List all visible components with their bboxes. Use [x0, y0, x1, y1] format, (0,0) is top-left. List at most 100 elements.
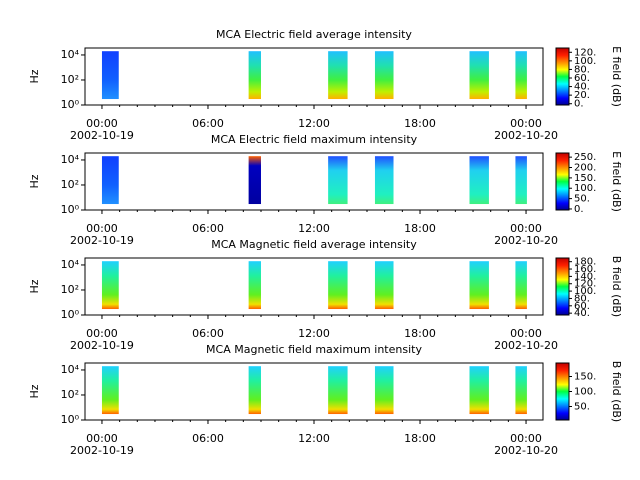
colorbar-tick-label: 100. [574, 286, 596, 297]
data-block [469, 261, 489, 310]
data-block [248, 156, 261, 205]
colorbar-tick-label: 100. [574, 183, 596, 194]
y-axis-label: Hz [28, 384, 41, 398]
colorbar-tick-label: 140. [574, 271, 596, 282]
colorbar-tick-label: 50. [574, 402, 590, 413]
data-block [515, 51, 527, 100]
x-tick-label: 00:00 [510, 432, 542, 445]
colorbar-tick-label: 0. [574, 99, 584, 110]
colorbar [555, 257, 570, 316]
x-tick-label: 12:00 [298, 432, 330, 445]
data-block [515, 261, 527, 310]
y-tick-label: 10⁴ [61, 363, 80, 376]
data-block [515, 156, 527, 205]
colorbar-tick-label: 80. [574, 293, 590, 304]
y-tick-label: 10² [61, 178, 79, 191]
y-tick-label: 10⁰ [61, 308, 80, 321]
data-block [248, 51, 261, 100]
data-block [374, 51, 394, 100]
colorbar-tick-label: 120. [574, 279, 596, 290]
y-tick-label: 10² [61, 283, 79, 296]
y-tick-label: 10⁴ [61, 48, 80, 61]
colorbar-tick-label: 180. [574, 257, 596, 268]
colorbar [555, 362, 570, 421]
x-date-label: 2002-10-19 [70, 234, 134, 247]
x-date-label: 2002-10-20 [494, 444, 558, 457]
colorbar-tick-label: 60. [574, 73, 590, 84]
data-block [101, 366, 119, 415]
colorbar-tick-label: 200. [574, 163, 596, 174]
colorbar [555, 47, 570, 106]
colorbar-tick-label: 100. [574, 56, 596, 67]
x-tick-label: 00:00 [86, 117, 118, 130]
x-date-label: 2002-10-19 [70, 339, 134, 352]
x-tick-label: 00:00 [510, 117, 542, 130]
data-block [328, 156, 348, 205]
colorbar-tick-label: 120. [574, 47, 596, 58]
data-block [469, 156, 489, 205]
x-tick-label: 12:00 [298, 117, 330, 130]
y-tick-label: 10² [61, 73, 79, 86]
y-tick-label: 10⁴ [61, 153, 80, 166]
x-tick-label: 18:00 [404, 117, 436, 130]
x-tick-label: 18:00 [404, 327, 436, 340]
x-tick-label: 18:00 [404, 432, 436, 445]
colorbar-tick-label: 0. [574, 204, 584, 215]
x-tick-label: 06:00 [192, 327, 224, 340]
x-tick-label: 06:00 [192, 222, 224, 235]
x-tick-label: 06:00 [192, 432, 224, 445]
data-block [328, 366, 348, 415]
x-tick-label: 18:00 [404, 222, 436, 235]
data-block [248, 366, 261, 415]
colorbar-label: E field (dB) [610, 151, 623, 212]
data-block [515, 366, 527, 415]
x-tick-label: 12:00 [298, 327, 330, 340]
chart-title: MCA Magnetic field average intensity [211, 238, 417, 251]
data-block [469, 366, 489, 415]
x-tick-label: 00:00 [86, 327, 118, 340]
x-tick-label: 00:00 [510, 327, 542, 340]
data-block [101, 156, 119, 205]
data-block [101, 261, 119, 310]
data-block [248, 261, 261, 310]
data-block [374, 366, 394, 415]
x-date-label: 2002-10-19 [70, 444, 134, 457]
y-tick-label: 10⁴ [61, 258, 80, 271]
chart-title: MCA Magnetic field maximum intensity [206, 343, 422, 356]
colorbar [555, 152, 570, 211]
colorbar-label: B field (dB) [610, 361, 623, 422]
colorbar-tick-label: 100. [574, 387, 596, 398]
x-date-label: 2002-10-20 [494, 129, 558, 142]
data-block [328, 261, 348, 310]
data-block [469, 51, 489, 100]
x-tick-label: 00:00 [86, 222, 118, 235]
colorbar-tick-label: 160. [574, 264, 596, 275]
data-block [101, 51, 119, 100]
y-tick-label: 10⁰ [61, 413, 80, 426]
colorbar-tick-label: 150. [574, 173, 596, 184]
colorbar-tick-label: 250. [574, 152, 596, 163]
x-tick-label: 00:00 [86, 432, 118, 445]
x-tick-label: 00:00 [510, 222, 542, 235]
colorbar-tick-label: 20. [574, 90, 590, 101]
y-axis-label: Hz [28, 279, 41, 293]
data-block [328, 51, 348, 100]
data-block [374, 261, 394, 310]
colorbar-tick-label: 50. [574, 194, 590, 205]
colorbar-tick-label: 40. [574, 308, 590, 319]
x-tick-label: 06:00 [192, 117, 224, 130]
y-axis-label: Hz [28, 69, 41, 83]
x-tick-label: 12:00 [298, 222, 330, 235]
colorbar-tick-label: 40. [574, 82, 590, 93]
chart-title: MCA Electric field average intensity [216, 28, 412, 41]
colorbar-tick-label: 80. [574, 64, 590, 75]
colorbar-tick-label: 60. [574, 301, 590, 312]
y-axis-label: Hz [28, 174, 41, 188]
data-block [374, 156, 394, 205]
y-tick-label: 10⁰ [61, 203, 80, 216]
y-tick-label: 10⁰ [61, 98, 80, 111]
y-tick-label: 10² [61, 388, 79, 401]
chart-title: MCA Electric field maximum intensity [211, 133, 418, 146]
x-date-label: 2002-10-20 [494, 339, 558, 352]
